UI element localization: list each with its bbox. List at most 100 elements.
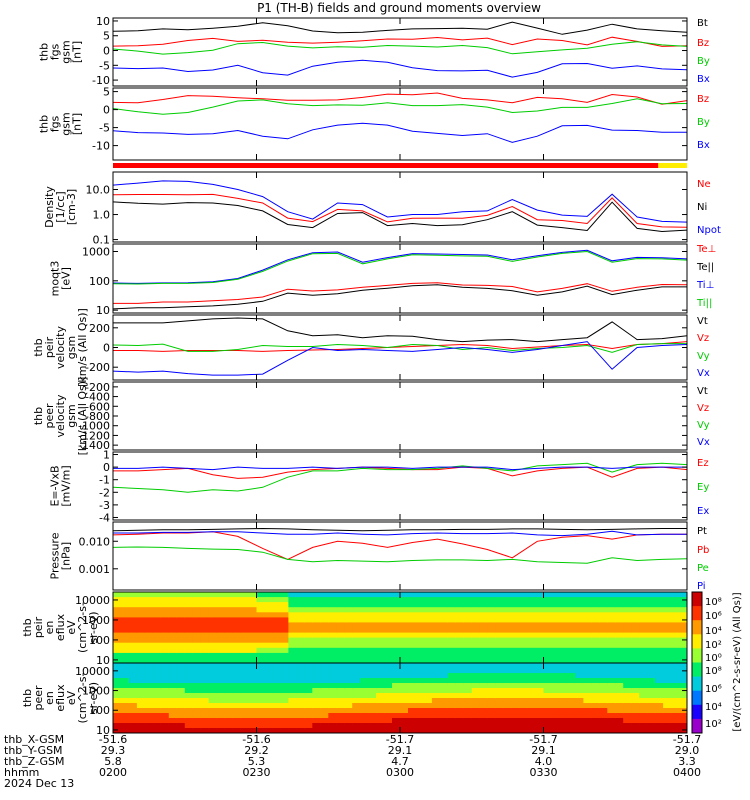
ephemeris-table: thb_X-GSM -51.6 -51.6 -51.7 -51.7 -51.7thb_Y-… — [4, 733, 701, 790]
peir_spec-cell — [296, 657, 305, 664]
peer_spec-cell — [543, 698, 552, 704]
ephem-label: hhmm — [4, 766, 39, 779]
peer_spec-cell — [280, 718, 289, 724]
peer_spec-cell — [415, 723, 425, 729]
peer_spec-cell — [121, 678, 130, 684]
peir_spec-cell — [352, 597, 361, 603]
peir_spec-cell — [192, 602, 202, 608]
peer_spec-cell — [392, 663, 401, 669]
peer_spec-cell — [113, 663, 122, 669]
peir_spec-cell — [264, 617, 273, 623]
peir_spec-cell — [495, 602, 505, 608]
peir_spec-cell — [679, 592, 688, 598]
peir_spec-cell — [360, 597, 369, 603]
peir_spec-cell — [136, 637, 146, 644]
legend-peir_velocity-Vt: Vt — [697, 316, 708, 327]
fgs_zoom-ytick-label: -5 — [99, 122, 110, 135]
peir_spec-cell — [583, 622, 592, 628]
peir_spec-cell — [368, 647, 377, 654]
peer_spec-cell — [232, 678, 242, 684]
peer_spec-cell — [511, 698, 521, 704]
peer_spec-cell — [208, 693, 218, 699]
peer_spec-cell — [511, 683, 521, 689]
peir_spec-cell — [655, 657, 664, 664]
peer_spec-cell — [511, 703, 521, 709]
peir_spec-cell — [408, 647, 417, 654]
peer_spec-cell — [184, 663, 194, 669]
peer_spec-cell — [248, 713, 257, 719]
peir_spec-cell — [113, 612, 122, 618]
peer_spec-cell — [344, 688, 353, 694]
peer_spec-cell — [639, 723, 648, 729]
peir_spec-cell — [113, 652, 122, 659]
peir_spec-cell — [631, 647, 640, 654]
peir_spec-ytick-label: 100 — [89, 634, 110, 647]
peir_spec-cell — [184, 627, 194, 634]
peir_spec-cell — [288, 632, 297, 639]
peir_spec-cell — [121, 657, 130, 664]
peer_spec-cell — [248, 683, 257, 689]
peer_spec-cell — [408, 698, 417, 704]
peir_spec-cell — [312, 617, 321, 623]
peer_spec-cell — [113, 698, 122, 704]
peer_spec-cell — [304, 723, 313, 729]
peer_spec-cell — [647, 678, 656, 684]
peir_spec-cell — [224, 597, 234, 603]
peer_spec-cell — [535, 703, 544, 709]
peer_spec-cell — [663, 713, 672, 719]
peer_spec-cell — [272, 713, 281, 719]
peir_spec-cell — [296, 627, 305, 634]
legend-density-Ni: Ni — [697, 202, 707, 213]
peer_spec-cell — [392, 693, 401, 699]
peer_spec-cell — [655, 688, 664, 694]
peir_spec-cell — [519, 622, 529, 628]
peir_spec-cell — [312, 652, 321, 659]
peir_spec-cell — [607, 617, 616, 623]
peer_spec-cell — [208, 673, 218, 679]
peir_spec-cell — [121, 642, 130, 649]
peir_spec-cell — [280, 657, 289, 664]
peir_spec-cell — [328, 627, 337, 634]
peer_spec-ylabel: (cm^2-s- — [76, 673, 89, 724]
peer_spec-cell — [583, 713, 592, 719]
peer_spec-cell — [631, 678, 640, 684]
peer_spec-cell — [408, 703, 417, 709]
peir_spec-cell — [527, 652, 537, 659]
peir_spec-cell — [376, 597, 385, 603]
peer_spec-cell — [384, 713, 393, 719]
peir_spec-cell — [423, 617, 433, 623]
peer_spec-cell — [663, 673, 672, 679]
peir_spec-cell — [607, 607, 616, 613]
peir_spec-cell — [431, 657, 441, 664]
peer_spec-cell — [320, 673, 329, 679]
peer_spec-cell — [304, 673, 313, 679]
peir_velocity-ylabel: peir — [43, 336, 56, 358]
peir_spec-cell — [591, 617, 600, 623]
peir_spec-cell — [224, 642, 234, 649]
peer_spec-cell — [527, 663, 537, 669]
peir_spec-cell — [368, 632, 377, 639]
peir_spec-cell — [113, 627, 122, 634]
peir_spec-cell — [344, 632, 353, 639]
ephem-value: -51.6 — [242, 733, 270, 746]
peer_spec-cell — [336, 678, 345, 684]
peir_spec-cell — [216, 642, 226, 649]
peir_spec-cell — [400, 637, 409, 644]
peer_spec-cell — [296, 713, 305, 719]
peer_spec-cell — [272, 693, 281, 699]
peir_spec-cell — [639, 607, 648, 613]
peer_spec-cell — [280, 683, 289, 689]
peir_spec-cell — [463, 597, 473, 603]
peer_spec-cell — [288, 708, 297, 714]
peer_spec-cell — [376, 713, 385, 719]
peir_spec-cell — [479, 597, 489, 603]
peer_spec-cell — [439, 718, 449, 724]
peir_spec-cell — [256, 597, 265, 603]
peer_spec-cell — [344, 693, 353, 699]
ephem-value: 29.1 — [531, 744, 556, 757]
peir_spec-cell — [607, 602, 616, 608]
peer_spec-cell — [647, 713, 656, 719]
peer_spec-cell — [671, 693, 680, 699]
peer_spec-cell — [575, 663, 584, 669]
peir_spec-cell — [607, 612, 616, 618]
